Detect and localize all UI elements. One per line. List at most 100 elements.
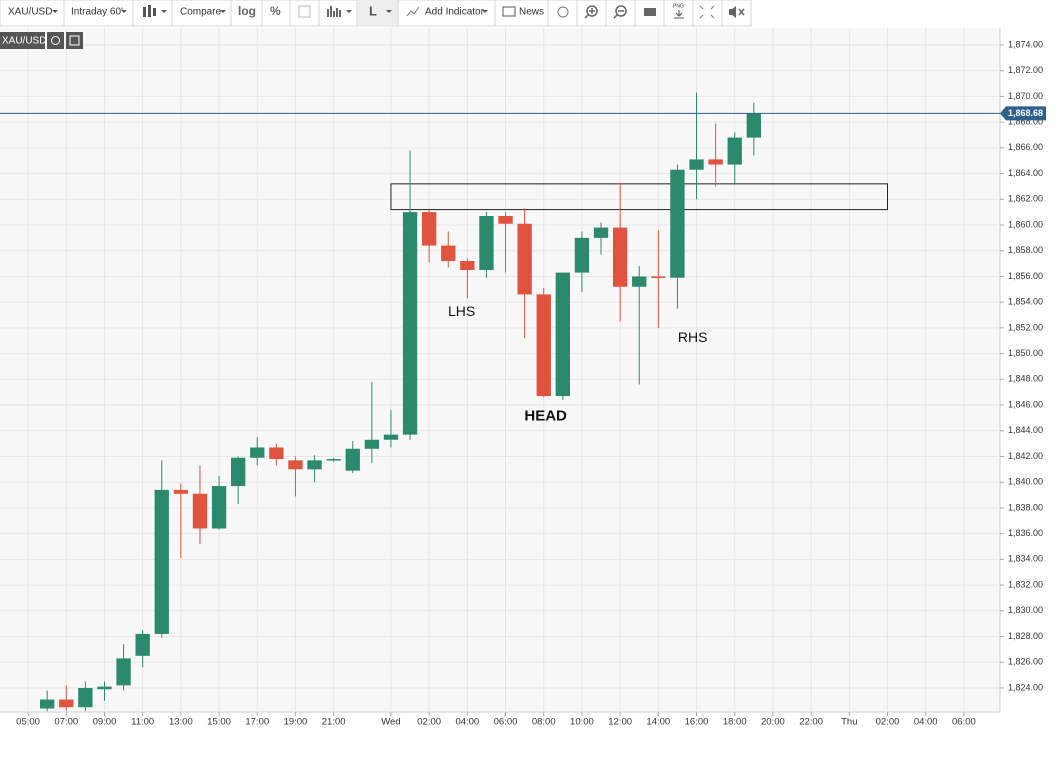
y-tick-label: 1,840.00 (1008, 477, 1043, 487)
candle-body (460, 261, 475, 271)
studies-button[interactable] (327, 6, 352, 17)
candle-body (326, 459, 341, 461)
y-tick-label: 1,868.00 (1008, 117, 1043, 127)
toolbar: XAU/USD Intraday 60' Compare log % L Add… (0, 0, 752, 27)
x-tick-label: 12:00 (608, 717, 632, 728)
calendar-glyph (69, 35, 80, 46)
candle-body (135, 633, 150, 656)
fullscreen-button[interactable] (699, 5, 715, 19)
range-box (390, 183, 889, 211)
candle-body (97, 686, 112, 690)
chart-type-button[interactable] (143, 5, 167, 17)
zoom-in-button[interactable] (584, 5, 598, 19)
y-tick-label: 1,826.00 (1008, 657, 1043, 667)
add-indicator-button[interactable]: Add Indicator (425, 7, 485, 18)
x-tick-label: 20:00 (761, 717, 785, 728)
x-tick-label: 05:00 (16, 717, 40, 728)
y-tick-label: 1,870.00 (1008, 91, 1043, 101)
y-tick-label: 1,836.00 (1008, 528, 1043, 538)
print-button[interactable] (644, 8, 656, 16)
plot-area (0, 28, 1000, 712)
symbol-button[interactable]: XAU/USD (8, 7, 52, 18)
last-price-label: 1,868.68 (1008, 108, 1043, 118)
y-tick-label: 1,872.00 (1008, 65, 1043, 75)
news-button[interactable]: News (519, 7, 544, 18)
y-tick-label: 1,852.00 (1008, 322, 1043, 332)
candle-body (689, 159, 704, 170)
x-tick-label: 22:00 (799, 717, 823, 728)
candle-body (746, 113, 761, 138)
y-tick-label: 1,824.00 (1008, 682, 1043, 692)
x-tick-label: 16:00 (685, 717, 709, 728)
candle-body (727, 137, 742, 165)
annotation: HEAD (524, 408, 567, 425)
y-tick-label: 1,874.00 (1008, 39, 1043, 49)
candle-body (211, 486, 227, 529)
calendar-icon[interactable] (66, 32, 83, 49)
y-tick-label: 1,842.00 (1008, 451, 1043, 461)
symbol-tag-label: XAU/USD (2, 36, 46, 47)
dropdown-arrow (121, 10, 127, 13)
dropdown-arrow (52, 10, 58, 13)
interval-button[interactable]: Intraday 60' (71, 7, 123, 18)
x-tick-label: 13:00 (169, 717, 193, 728)
x-tick-label: 02:00 (417, 717, 441, 728)
x-tick-label: 14:00 (646, 717, 670, 728)
candle-body (574, 237, 590, 273)
y-tick-label: 1,828.00 (1008, 631, 1043, 641)
marks: LHS HEAD RHS (0, 92, 1000, 712)
news-icon (502, 6, 516, 17)
log-button[interactable]: log (238, 4, 256, 18)
candle-body (632, 276, 647, 287)
annotation: RHS (678, 329, 708, 345)
png-button[interactable]: PNG (673, 3, 684, 9)
candle-body (441, 245, 456, 262)
y-tick-label: 1,856.00 (1008, 271, 1043, 281)
dropdown-arrow (220, 10, 226, 13)
last-price-tag (1000, 106, 1046, 121)
candle-body (402, 212, 418, 435)
y-tick-label: 1,832.00 (1008, 579, 1043, 589)
draw-button[interactable] (298, 5, 311, 18)
candle-body (154, 489, 169, 634)
candle-body (250, 447, 265, 458)
annotation: LHS (448, 303, 475, 319)
candle-body (708, 159, 723, 165)
x-tick-label: 21:00 (322, 717, 346, 728)
candle-body (40, 699, 55, 709)
compare-button[interactable]: Compare (180, 7, 222, 18)
zoom-out-button[interactable] (613, 5, 627, 19)
x-tick-label: 19:00 (284, 717, 308, 728)
reload-icon[interactable] (47, 32, 64, 49)
mute-button[interactable] (729, 6, 745, 18)
y-tick-label: 1,844.00 (1008, 425, 1043, 435)
candle-body (173, 489, 189, 494)
candle-body (192, 493, 208, 529)
x-tick-label: 15:00 (207, 717, 231, 728)
y-tick-label: 1,854.00 (1008, 297, 1043, 307)
candle-body (59, 699, 74, 708)
candle-body (383, 434, 399, 440)
x-tick-label: 06:00 (952, 717, 976, 728)
x-tick-label: Wed (381, 717, 400, 728)
percent-button[interactable]: % (270, 4, 281, 18)
y-tick-label: 1,862.00 (1008, 194, 1043, 204)
line-type-button[interactable]: L (369, 3, 377, 18)
x-tick-label: 07:00 (54, 717, 78, 728)
candle-body (269, 447, 284, 460)
y-tick-label: 1,830.00 (1008, 605, 1043, 615)
dropdown-arrow (482, 10, 488, 13)
x-tick-label: 06:00 (494, 717, 518, 728)
x-tick-label: 08:00 (532, 717, 556, 728)
line-type-bg (358, 0, 398, 26)
candle-body (651, 276, 666, 278)
y-tick-label: 1,838.00 (1008, 502, 1043, 512)
x-tick-label: 18:00 (723, 717, 747, 728)
candle-body (498, 216, 513, 224)
x-tick-label: Thu (841, 717, 857, 728)
y-tick-label: 1,846.00 (1008, 399, 1043, 409)
refresh-button[interactable] (557, 6, 569, 18)
x-tick-label: 11:00 (131, 717, 154, 728)
